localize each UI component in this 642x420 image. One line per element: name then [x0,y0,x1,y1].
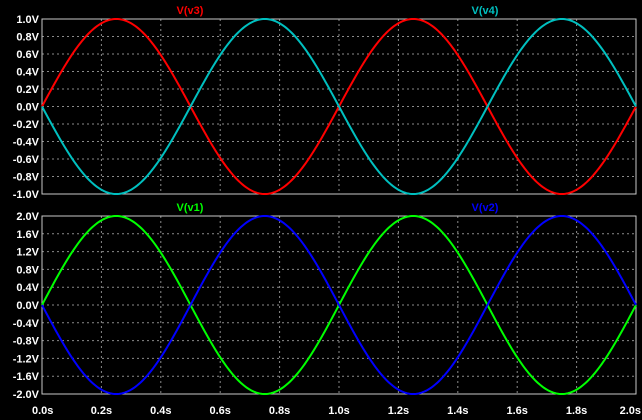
pane-1-y-tick-label: 0.4V [16,67,39,79]
x-tick-label: 1.6s [506,405,527,417]
pane-2-y-tick-label: 0.0V [16,300,39,312]
pane-1-y-tick-label: -1.0V [13,189,40,201]
pane-1-y-tick-label: 0.8V [16,32,39,44]
pane-1-y-tick-label: 0.2V [16,84,39,96]
pane-1-y-tick-label: 0.0V [16,102,39,114]
pane-1-y-tick-label: -0.4V [13,137,40,149]
x-tick-label: 1.0s [328,405,349,417]
legend-entry: V(v2) [472,202,499,214]
pane-1-y-tick-label: -0.2V [13,119,40,131]
x-tick-label: 0.0s [32,405,53,417]
pane-2-y-tick-label: 2.0V [16,211,39,223]
series-line-vv2 [41,214,637,396]
pane-2: 2.0V 1.6V 1.2V 0.8V 0.4V 0.0V -0.4V -0.8V -1.2V -… [13,202,637,401]
legend-entry: V(v4) [472,5,499,17]
pane-2-y-tick-label: 1.6V [16,229,39,241]
pane-1-y-tick-label: -0.8V [13,172,40,184]
pane-2-y-tick-label: -1.2V [13,353,40,365]
pane-2-y-tick-label: 1.2V [16,247,39,259]
pane-2-y-tick-label: -0.8V [13,336,40,348]
legend-entry: V(v3) [177,5,204,17]
pane-2-y-tick-label: -0.4V [13,318,40,330]
x-tick-label: 0.8s [269,405,290,417]
pane-2-y-tick-label: 0.8V [16,264,39,276]
pane-2-y-tick-label: -1.6V [13,371,40,383]
pane-1-y-tick-label: -0.6V [13,154,40,166]
pane-1-y-tick-label: 1.0V [16,14,39,26]
x-tick-label: 1.8s [566,405,587,417]
pane-2-y-tick-label: 0.4V [16,282,39,294]
x-tick-label: 2.0s [620,405,641,417]
series-line-vv4 [41,17,637,196]
x-tick-label: 1.4s [447,405,468,417]
x-tick-label: 0.2s [91,405,112,417]
x-tick-label: 1.2s [388,405,409,417]
pane-1-y-tick-label: 0.6V [16,49,39,61]
x-tick-label: 0.4s [150,405,171,417]
pane-2-y-tick-label: -2.0V [13,389,40,401]
pane-1: 1.0V 0.8V 0.6V 0.4V 0.2V 0.0V -0.2V -0.4V -0.6V -… [13,5,637,201]
x-tick-label: 0.6s [209,405,230,417]
legend-entry: V(v1) [177,202,204,214]
